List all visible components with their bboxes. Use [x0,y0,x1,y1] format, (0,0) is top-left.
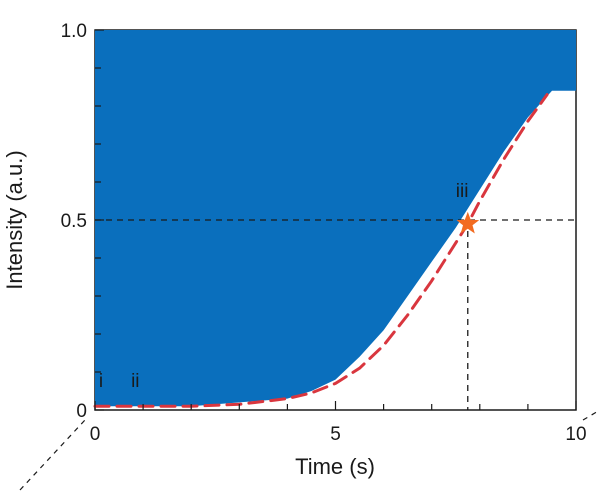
x-axis: 0 5 10 [90,401,587,445]
y-axis-title: Intensity (a.u.) [2,150,27,289]
guide-lines [95,219,576,410]
y-tick-label: 1.0 [61,21,87,42]
annotation-label: i [99,371,103,392]
intensity-region [95,30,576,407]
annotation-label: iii [456,181,469,202]
y-axis: 0 0.5 1.0 [61,21,104,422]
x-tick-label: 5 [330,424,341,445]
axis-break-marks [19,409,601,491]
fit-curve [93,93,549,408]
x-tick-label: 0 [90,424,101,445]
x-tick-label: 10 [565,424,586,445]
y-tick-label: 0.5 [61,211,87,232]
intensity-area [95,30,576,407]
axis-break-right [582,409,601,421]
annotation-label: ii [131,371,139,392]
axis-break-left [19,419,86,491]
x-axis-title: Time (s) [295,454,375,479]
half-max-marker [456,211,480,234]
star-marker [456,211,480,234]
y-tick-label: 0 [76,401,87,422]
fit-curve-line [93,93,549,408]
